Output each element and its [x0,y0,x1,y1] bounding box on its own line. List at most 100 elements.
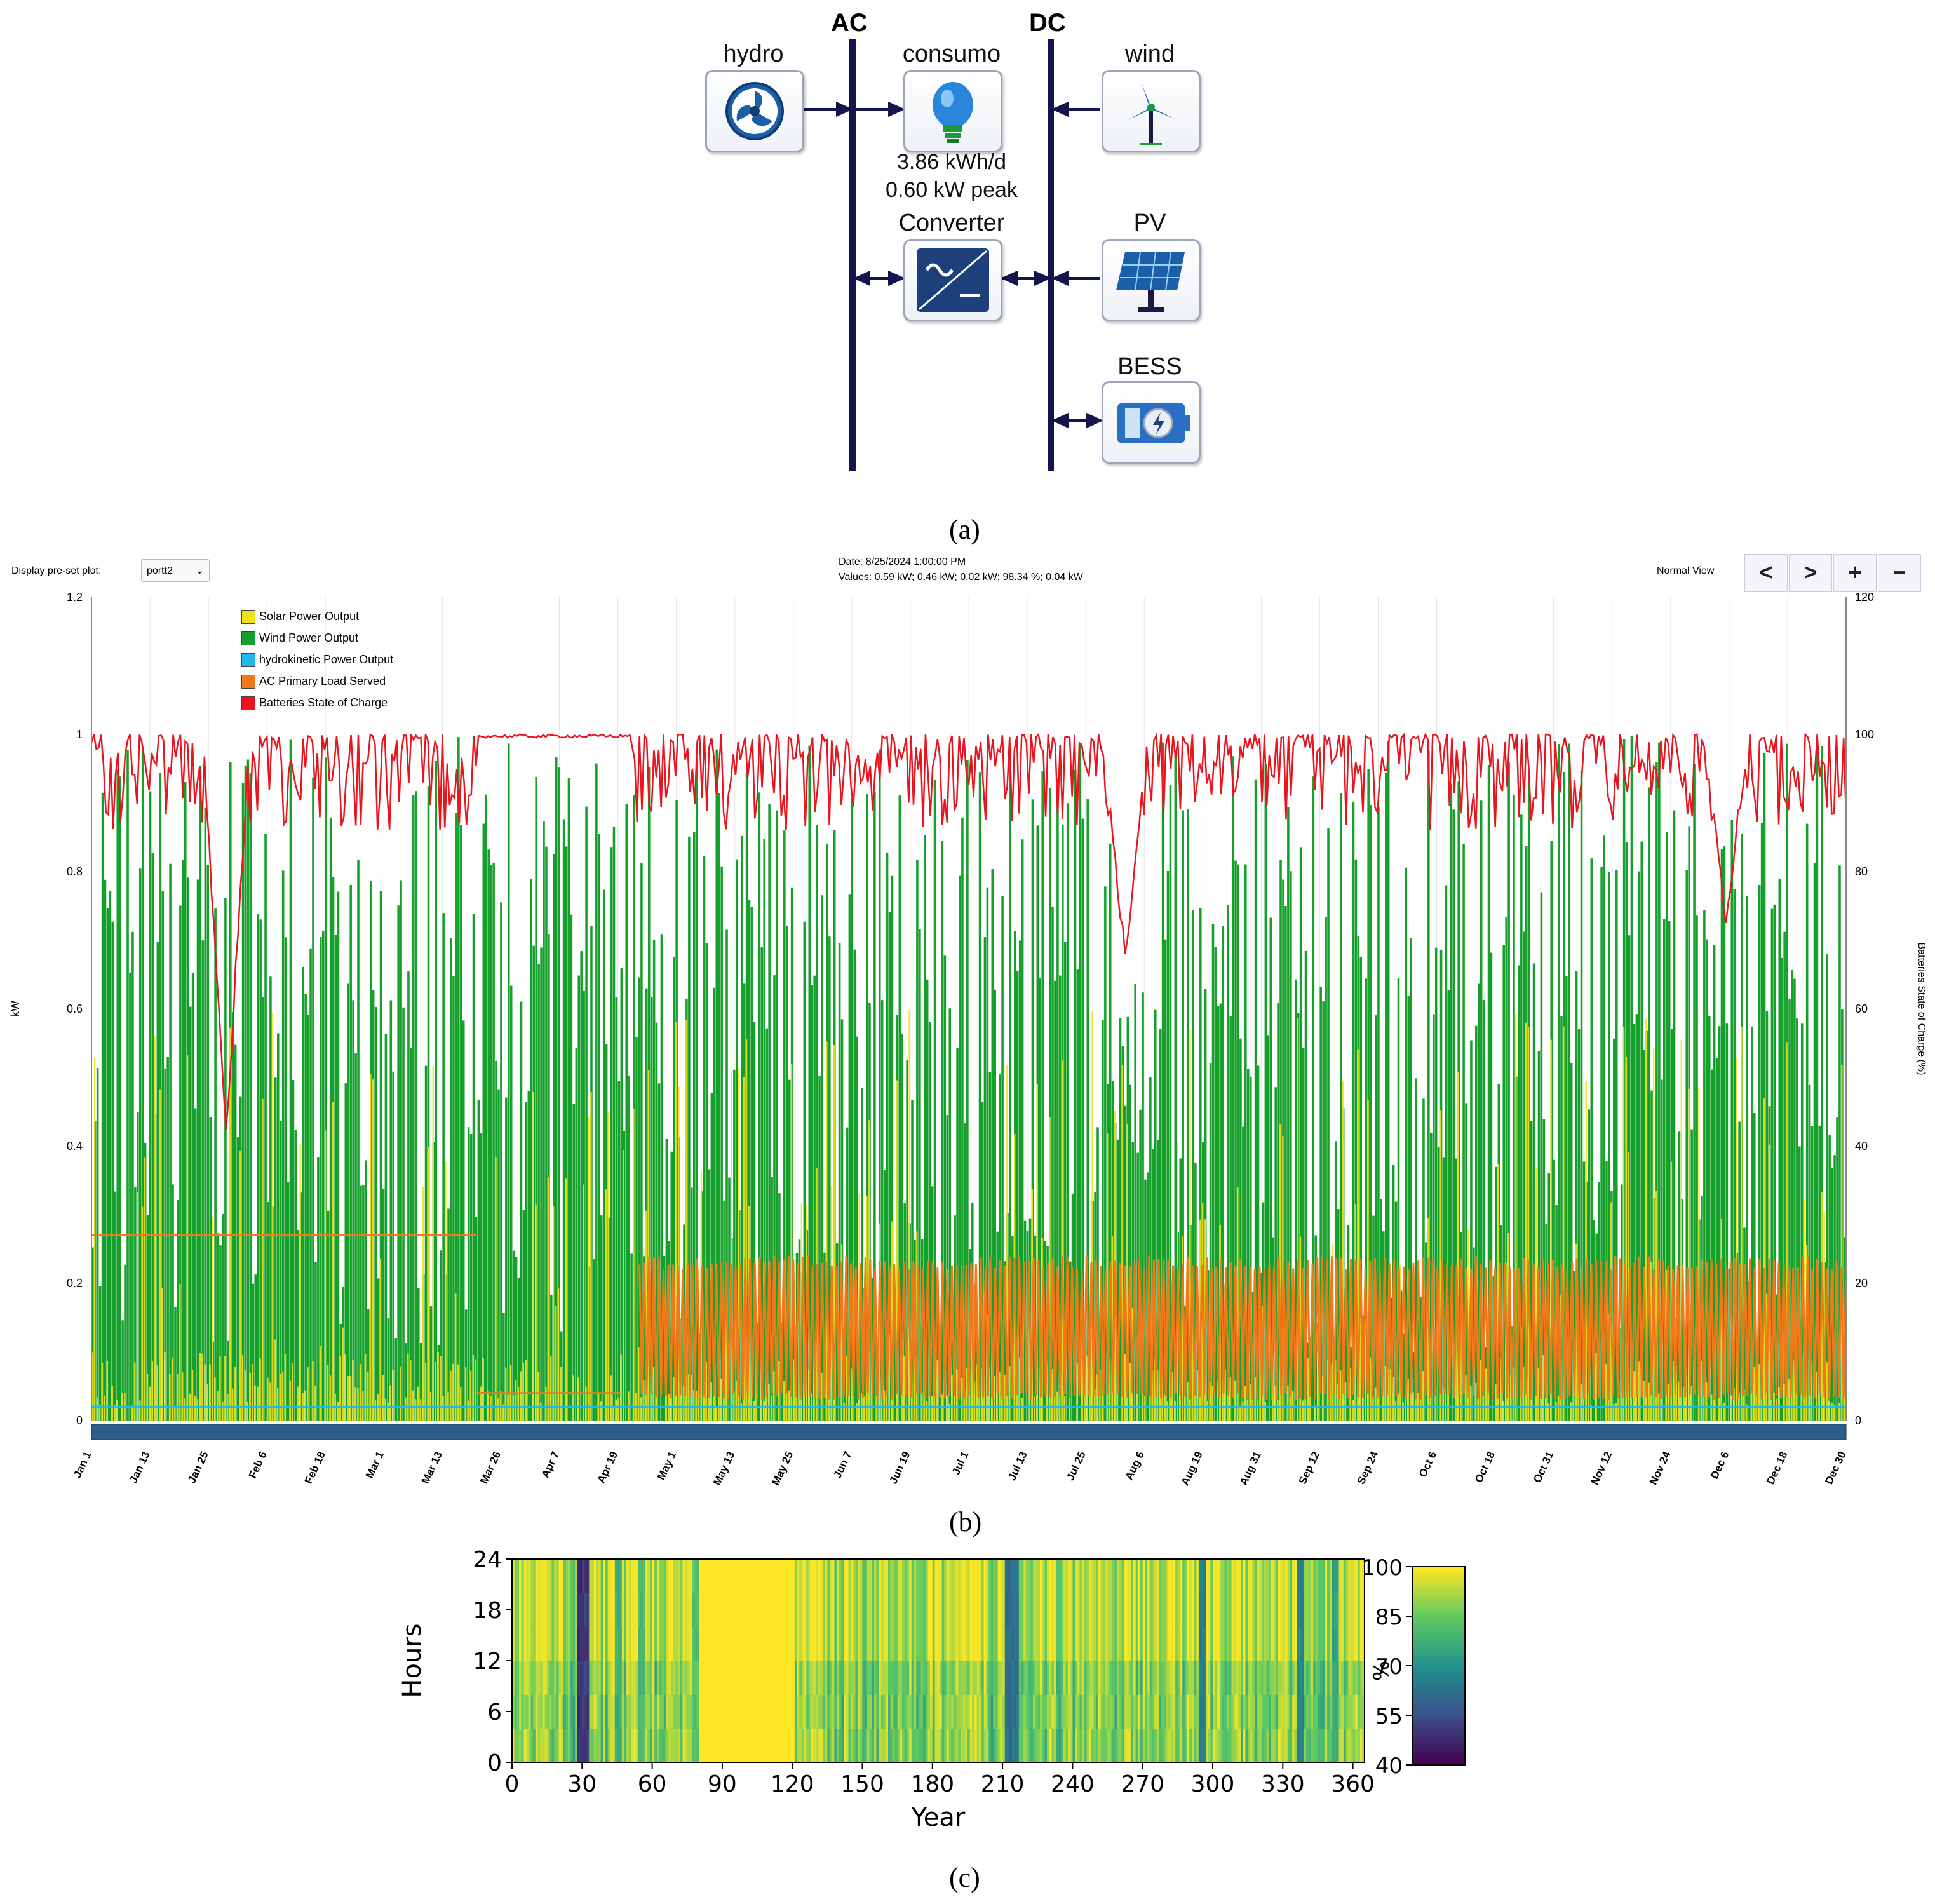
wind-bar [1826,954,1828,1421]
heatmap-cell [783,1728,786,1763]
solar-bar [931,1396,933,1421]
heatmap-cell [614,1626,618,1661]
heatmap-cell [596,1626,599,1661]
heatmap-cell [762,1626,765,1661]
heatmap-cell [1238,1728,1241,1763]
hydro-component[interactable] [705,70,804,152]
prev-button[interactable]: < [1744,554,1788,592]
wind-bar [1532,963,1535,1421]
heatmap-cell [955,1694,959,1729]
heatmap-cell [1166,1728,1169,1763]
heatmap-cell [649,1728,653,1763]
heatmap-cell [1191,1694,1195,1729]
heatmap-cell [551,1559,555,1593]
heatmap-cell [724,1626,728,1661]
heatmap-cell [1131,1593,1134,1628]
heatmap-cell [624,1626,627,1661]
heatmap-cell [995,1559,999,1593]
zoom-in-button[interactable]: + [1833,554,1877,592]
heatmap-cell [607,1728,611,1763]
solar-bar [1257,1389,1259,1421]
heatmap-cell [855,1626,858,1661]
solar-bar [740,1403,743,1421]
wind-bar [394,1338,397,1421]
heatmap-cell [1187,1728,1190,1763]
pv-component[interactable] [1102,239,1201,321]
preset-select[interactable]: portt2 ⌄ [141,559,210,582]
x-tick-label: 60 [638,1771,667,1797]
converter-component[interactable] [903,239,1002,321]
next-button[interactable]: > [1789,554,1832,592]
heatmap-cell [708,1559,711,1593]
heatmap-cell [846,1694,849,1729]
wind-bar [417,1288,420,1421]
solar-bar [116,1399,118,1421]
time-scrollbar [91,1424,1847,1440]
heatmap-cell [729,1626,732,1661]
solar-bar [161,1288,163,1421]
heatmap-cell [909,1559,912,1593]
heatmap-cell [797,1661,800,1695]
heatmap-cell [610,1593,613,1628]
solar-bar [545,1387,547,1421]
heatmap-cell [1283,1661,1286,1695]
solar-bar [1828,1400,1830,1421]
heatmap-cell [757,1694,760,1729]
solar-bar [1297,1018,1299,1421]
heatmap-cell [1184,1694,1188,1729]
wind-bar [1182,810,1184,1421]
heatmap-cell [535,1694,539,1729]
heatmap-cell [512,1626,515,1661]
wind-bar [1805,823,1809,1421]
battery-component[interactable] [1102,381,1201,464]
colorbar-segment [1413,1758,1465,1762]
wind-component[interactable] [1102,70,1201,152]
heatmap-cell [993,1661,996,1695]
heatmap-cell [1343,1593,1347,1628]
heatmap-cell [526,1694,529,1729]
heatmap-cell [696,1728,699,1763]
wind-bar [1770,908,1774,1421]
wind-bar [1733,889,1736,1421]
heatmap-chart[interactable]: 0 30 60 90 120 150 180 210 240 270 300 330 360061218… [381,1544,1588,1849]
heatmap-cell [671,1626,674,1661]
load-component[interactable] [903,70,1002,152]
heatmap-cell [785,1559,788,1593]
heatmap-cell [1187,1559,1190,1593]
heatmap-cell [1318,1728,1321,1763]
heatmap-cell [1278,1626,1281,1661]
solar-bar [304,1390,306,1421]
heatmap-cell [1257,1593,1260,1628]
heatmap-cell [633,1661,637,1695]
zoom-out-button[interactable]: − [1878,554,1921,592]
heatmap-cell [1018,1593,1022,1628]
heatmap-cell [701,1593,705,1628]
heatmap-cell [780,1559,784,1593]
heatmap-cell [1343,1728,1347,1763]
heatmap-cell [887,1694,891,1729]
heatmap-cell [626,1593,630,1628]
heatmap-cell [1248,1593,1251,1628]
heatmap-cell [1304,1626,1307,1661]
heatmap-cell [1100,1593,1104,1628]
heatmap-cell [862,1559,865,1593]
heatmap-cell [682,1593,685,1628]
heatmap-cell [1355,1694,1358,1729]
x-tick-label: Jan 25 [185,1450,211,1485]
heatmap-cell [1271,1661,1274,1695]
heatmap-cell [1065,1626,1069,1661]
heatmap-cell [946,1728,950,1763]
wind-bar [1703,910,1706,1421]
heatmap-cell [1093,1728,1096,1763]
heatmap-cell [640,1728,644,1763]
heatmap-cell [596,1661,599,1695]
x-tick-label: 240 [1051,1771,1095,1797]
heatmap-cell [1292,1559,1295,1593]
heatmap-cell [997,1728,1001,1763]
heatmap-cell [1229,1593,1232,1628]
heatmap-cell [894,1661,898,1695]
heatmap-cell [969,1559,973,1593]
solar-bar [1500,1358,1502,1421]
heatmap-cell [1119,1626,1123,1661]
